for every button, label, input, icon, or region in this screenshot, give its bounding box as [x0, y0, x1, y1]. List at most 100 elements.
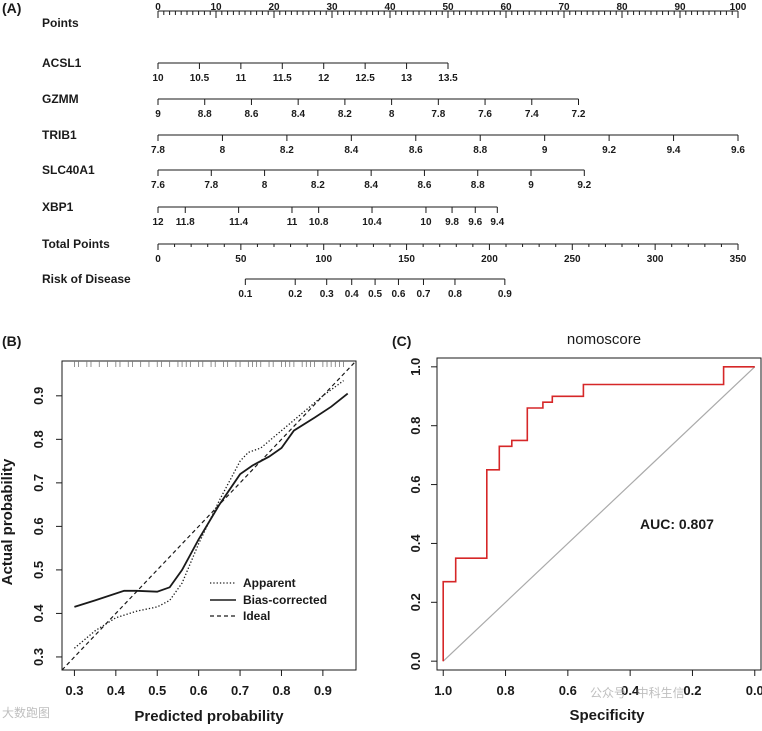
points-tick-label: 30 — [326, 2, 338, 13]
points-tick-label: 10 — [210, 2, 222, 13]
acsl1-tick-label: 11.5 — [273, 73, 292, 84]
roc-x-tick-label: 0.0 — [746, 683, 762, 698]
roc-reference-line — [442, 366, 756, 662]
acsl1-tick-label: 11 — [236, 73, 247, 84]
gzmm-tick-label: 8.4 — [291, 109, 305, 120]
roc-y-tick-label: 0.2 — [408, 593, 423, 611]
roc-x-tick-label: 1.0 — [434, 683, 452, 698]
row-label-slc40a1: SLC40A1 — [42, 163, 95, 177]
calibration-series-bias-corrected — [74, 392, 349, 608]
total-points-tick-label: 300 — [647, 254, 664, 265]
calibration-y-label: Actual probability — [0, 458, 16, 585]
points-tick-label: 90 — [674, 2, 686, 13]
gzmm-tick-label: 8.2 — [338, 109, 352, 120]
row-label-gzmm: GZMM — [42, 92, 79, 106]
calibration-y-tick-label: 0.6 — [31, 517, 46, 535]
xbp1-tick-label: 9.4 — [490, 217, 504, 228]
trib1-tick-label: 9 — [542, 145, 548, 156]
risk-of-disease-tick-label: 0.4 — [345, 289, 359, 300]
points-tick-label: 0 — [155, 2, 161, 13]
calibration-y-tick-label: 0.8 — [31, 430, 46, 448]
acsl1-tick-label: 10 — [152, 73, 164, 84]
calibration-series-apparent — [73, 380, 344, 649]
roc-x-tick-label: 0.2 — [683, 683, 701, 698]
points-tick-label: 40 — [384, 2, 396, 13]
gzmm-tick-label: 8 — [389, 109, 395, 120]
acsl1-tick-label: 13 — [401, 73, 413, 84]
slc40a1-tick-label: 8.2 — [311, 180, 325, 191]
roc-x-tick-label: 0.6 — [559, 683, 577, 698]
risk-of-disease-tick-label: 0.1 — [238, 289, 252, 300]
watermark-right: 公众号 · 中科生信 — [590, 685, 685, 700]
roc-y-tick-label: 0.8 — [408, 417, 423, 435]
slc40a1-tick-label: 8.8 — [471, 180, 485, 191]
roc-y-tick-label: 0.4 — [408, 534, 423, 553]
risk-of-disease-tick-label: 0.6 — [391, 289, 405, 300]
xbp1-tick-label: 10 — [420, 217, 432, 228]
trib1-tick-label: 8.6 — [409, 145, 423, 156]
slc40a1-tick-label: 9.2 — [577, 180, 591, 191]
panel-c-label: (C) — [392, 333, 411, 349]
total-points-tick-label: 100 — [315, 254, 332, 265]
risk-of-disease-tick-label: 0.2 — [288, 289, 302, 300]
gzmm-tick-label: 7.4 — [525, 109, 539, 120]
trib1-tick-label: 8.8 — [473, 145, 487, 156]
panel-b-label: (B) — [2, 333, 21, 349]
points-tick-label: 20 — [268, 2, 280, 13]
calibration-series-ideal — [61, 360, 357, 671]
risk-of-disease-tick-label: 0.7 — [417, 289, 431, 300]
calibration-x-tick-label: 0.8 — [272, 683, 290, 698]
trib1-tick-label: 8.4 — [344, 145, 358, 156]
gzmm-tick-label: 9 — [155, 109, 161, 120]
gzmm-tick-label: 7.6 — [478, 109, 492, 120]
roc-curve — [442, 365, 755, 662]
points-tick-label: 80 — [616, 2, 628, 13]
gzmm-tick-label: 8.6 — [244, 109, 258, 120]
legend-label-ideal: Ideal — [243, 609, 270, 623]
trib1-tick-label: 9.2 — [602, 145, 616, 156]
xbp1-tick-label: 11.4 — [229, 217, 248, 228]
points-tick-label: 100 — [730, 2, 747, 13]
calibration-panel: (B) Predicted probability Actual probabi… — [0, 333, 357, 725]
trib1-tick-label: 8.2 — [280, 145, 294, 156]
risk-of-disease-tick-label: 0.9 — [498, 289, 512, 300]
total-points-tick-label: 200 — [481, 254, 498, 265]
points-tick-label: 60 — [500, 2, 512, 13]
calibration-x-label: Predicted probability — [134, 708, 284, 725]
slc40a1-tick-label: 9 — [528, 180, 534, 191]
xbp1-tick-label: 9.6 — [468, 217, 482, 228]
xbp1-tick-label: 9.8 — [445, 217, 459, 228]
roc-x-tick-label: 0.4 — [621, 683, 640, 698]
acsl1-tick-label: 13.5 — [438, 73, 458, 84]
total-points-tick-label: 50 — [235, 254, 247, 265]
xbp1-tick-label: 10.8 — [309, 217, 329, 228]
calibration-x-tick-label: 0.7 — [231, 683, 249, 698]
acsl1-tick-label: 12.5 — [355, 73, 375, 84]
trib1-tick-label: 7.8 — [151, 145, 165, 156]
watermark: 大数跑图 公众号 · 中科生信 — [2, 685, 685, 720]
risk-of-disease-tick-label: 0.5 — [368, 289, 382, 300]
xbp1-tick-label: 10.4 — [362, 217, 382, 228]
points-tick-label: 70 — [558, 2, 570, 13]
watermark-left: 大数跑图 — [2, 705, 50, 720]
xbp1-tick-label: 12 — [152, 217, 164, 228]
row-label-acsl1: ACSL1 — [42, 56, 82, 70]
risk-of-disease-tick-label: 0.8 — [448, 289, 462, 300]
roc-y-tick-label: 0.0 — [408, 652, 423, 670]
row-label-xbp1: XBP1 — [42, 200, 74, 214]
gzmm-tick-label: 7.8 — [431, 109, 445, 120]
row-label-points: Points — [42, 16, 79, 30]
roc-title: nomoscore — [567, 331, 641, 348]
calibration-x-tick-label: 0.4 — [107, 683, 126, 698]
trib1-tick-label: 9.4 — [667, 145, 681, 156]
row-label-total-points: Total Points — [42, 237, 110, 251]
legend-label-apparent: Apparent — [243, 576, 296, 590]
xbp1-tick-label: 11 — [287, 217, 298, 228]
calibration-y-tick-label: 0.4 — [31, 604, 46, 623]
total-points-tick-label: 0 — [155, 254, 161, 265]
slc40a1-tick-label: 7.8 — [204, 180, 218, 191]
slc40a1-tick-label: 8 — [262, 180, 268, 191]
risk-of-disease-tick-label: 0.3 — [320, 289, 334, 300]
